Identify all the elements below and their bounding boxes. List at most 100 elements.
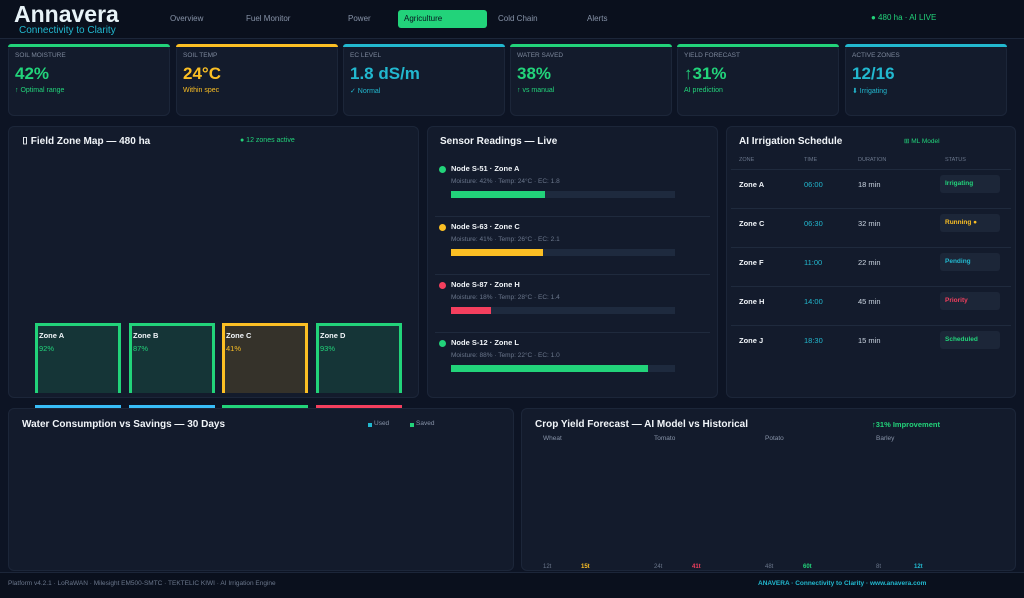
zone-tile <box>222 323 308 393</box>
node-detail: Moisture: 88% · Temp: 22°C · EC: 1.0 <box>451 352 560 359</box>
separator <box>731 247 1011 248</box>
category-label: Potato <box>765 435 784 442</box>
node-detail: Moisture: 18% · Temp: 28°C · EC: 1.4 <box>451 294 560 301</box>
zone-tile-edge <box>129 405 215 408</box>
panel-title: Crop Yield Forecast — AI Model vs Histor… <box>535 419 749 430</box>
zone-tile <box>129 323 215 393</box>
node-name: Node S-87 · Zone H <box>451 280 520 289</box>
zone-tile <box>35 323 121 393</box>
cell-time: 18:30 <box>804 336 823 345</box>
node-name: Node S-51 · Zone A <box>451 164 520 173</box>
header-bar <box>0 0 1024 39</box>
panel-note: ↑31% Improvement <box>872 420 940 429</box>
zone-tile-edge <box>222 405 308 408</box>
separator <box>731 286 1011 287</box>
kpi-card <box>8 44 170 116</box>
logo: Annavera <box>14 1 119 27</box>
zone-value: 87% <box>133 344 149 353</box>
kpi-value: 38% <box>517 64 552 83</box>
kpi-card <box>677 44 839 116</box>
footer-bar <box>0 572 1024 598</box>
moisture-bar <box>451 307 492 314</box>
zone-tile-edge <box>35 405 121 408</box>
tagline: Connectivity to Clarity <box>19 25 116 36</box>
category-label: Tomato <box>654 435 676 442</box>
column-header: STATUS <box>945 157 966 163</box>
cell-zone: Zone H <box>739 297 765 306</box>
column-header: TIME <box>804 157 818 163</box>
panel-note: ⊞ ML Model <box>904 138 940 145</box>
column-header: DURATION <box>858 157 887 163</box>
zone-value: 93% <box>320 344 336 353</box>
panel-title: ⌷ Field Zone Map — 480 ha <box>22 136 151 147</box>
separator <box>731 169 1011 170</box>
legend-label: Used <box>374 420 390 427</box>
moisture-bar <box>451 191 546 198</box>
panel-title: Water Consumption vs Savings — 30 Days <box>22 419 226 430</box>
panel-title: Sensor Readings — Live <box>440 136 558 147</box>
kpi-label: WATER SAVED <box>517 52 564 59</box>
bar-label: 60t <box>803 564 812 570</box>
yield-panel <box>521 408 1016 571</box>
water-panel <box>8 408 514 571</box>
panel-note: ● 12 zones active <box>240 137 295 144</box>
separator <box>435 216 710 217</box>
status-pill: Running ● <box>940 214 1000 232</box>
node-name: Node S-63 · Zone C <box>451 222 520 231</box>
zone-tile <box>316 323 402 393</box>
kpi-value: 24°C <box>183 64 221 83</box>
bar-label: 41t <box>692 564 701 570</box>
kpi-accent <box>677 44 839 47</box>
bar-label: 24t <box>654 564 663 570</box>
node-detail: Moisture: 42% · Temp: 24°C · EC: 1.8 <box>451 178 560 185</box>
status-dot <box>439 166 446 173</box>
separator <box>435 274 710 275</box>
cell-duration: 32 min <box>858 219 881 228</box>
nav-item[interactable]: Agriculture <box>398 10 487 28</box>
kpi-value: 42% <box>15 64 50 83</box>
kpi-accent <box>343 44 505 47</box>
kpi-note: ✓ Normal <box>350 88 381 95</box>
cell-duration: 15 min <box>858 336 881 345</box>
status-pill: Scheduled <box>940 331 1000 349</box>
bar-label: 12t <box>914 564 923 570</box>
cell-duration: 22 min <box>858 258 881 267</box>
zone-value: 41% <box>226 344 242 353</box>
category-label: Wheat <box>543 435 562 442</box>
node-detail: Moisture: 41% · Temp: 26°C · EC: 2.1 <box>451 236 560 243</box>
nav-item[interactable]: Overview <box>170 14 204 23</box>
zone-name: Zone C <box>226 331 252 340</box>
separator <box>435 332 710 333</box>
zone-value: 92% <box>39 344 55 353</box>
nav-item[interactable]: Cold Chain <box>498 14 538 23</box>
kpi-label: SOIL MOISTURE <box>15 52 66 59</box>
kpi-accent <box>8 44 170 47</box>
kpi-accent <box>176 44 338 47</box>
cell-zone: Zone F <box>739 258 764 267</box>
cell-time: 11:00 <box>804 258 823 267</box>
status-pill: Priority <box>940 292 1000 310</box>
kpi-label: YIELD FORECAST <box>684 52 740 59</box>
footer-left: Platform v4.2.1 · LoRaWAN · Milesight EM… <box>8 580 276 587</box>
node-name: Node S-12 · Zone L <box>451 338 519 347</box>
kpi-label: SOIL TEMP <box>183 52 218 59</box>
nav-item[interactable]: Alerts <box>587 14 608 23</box>
cell-time: 14:00 <box>804 297 823 306</box>
bar-track <box>451 307 675 314</box>
bar-track <box>451 191 675 198</box>
nav-item[interactable]: Fuel Monitor <box>246 14 291 23</box>
status-dot <box>439 340 446 347</box>
moisture-bar <box>451 365 649 372</box>
status-pill: Irrigating <box>940 175 1000 193</box>
cell-zone: Zone C <box>739 219 765 228</box>
bar-label: 8t <box>876 564 882 570</box>
kpi-accent <box>510 44 672 47</box>
zone-name: Zone A <box>39 331 65 340</box>
nav-item[interactable]: Power <box>348 14 371 23</box>
zone-name: Zone D <box>320 331 346 340</box>
sensor-panel <box>427 126 718 398</box>
legend-label: Saved <box>416 420 435 427</box>
column-header: ZONE <box>739 157 755 163</box>
cell-time: 06:00 <box>804 180 823 189</box>
